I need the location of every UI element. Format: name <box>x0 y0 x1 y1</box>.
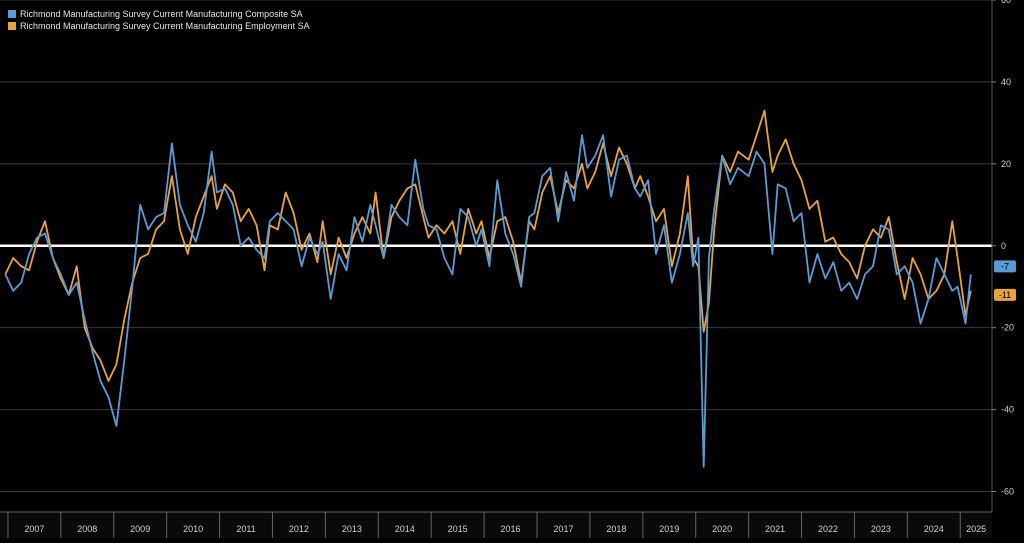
legend: Richmond Manufacturing Survey Current Ma… <box>8 8 310 32</box>
y-tick-label--20: -20 <box>1001 323 1014 333</box>
x-tick-label-2019: 2019 <box>659 524 679 534</box>
last-value-badge-employment <box>994 288 1016 301</box>
y-tick-label-40: 40 <box>1001 77 1011 87</box>
legend-swatch-composite <box>8 10 16 18</box>
x-tick-label-2020: 2020 <box>712 524 732 534</box>
x-tick-label-2023: 2023 <box>871 524 891 534</box>
y-tick-label-60: 60 <box>1001 0 1011 5</box>
x-tick-label-2022: 2022 <box>818 524 838 534</box>
x-tick-label-2010: 2010 <box>183 524 203 534</box>
x-tick-label-2017: 2017 <box>553 524 573 534</box>
legend-entry-composite: Richmond Manufacturing Survey Current Ma… <box>8 8 310 20</box>
legend-label-employment: Richmond Manufacturing Survey Current Ma… <box>20 21 310 31</box>
x-tick-label-2012: 2012 <box>289 524 309 534</box>
legend-label-composite: Richmond Manufacturing Survey Current Ma… <box>20 9 303 19</box>
series-line-composite <box>4 134 972 468</box>
series-line-employment <box>4 109 972 382</box>
x-tick-label-2008: 2008 <box>77 524 97 534</box>
x-tick-label-2024: 2024 <box>924 524 944 534</box>
x-tick-label-2021: 2021 <box>765 524 785 534</box>
x-tick-label-2015: 2015 <box>448 524 468 534</box>
grid-layer <box>0 0 992 493</box>
x-tick-label-2009: 2009 <box>130 524 150 534</box>
y-tick-label-20: 20 <box>1001 159 1011 169</box>
x-tick-label-2011: 2011 <box>236 524 255 534</box>
legend-swatch-employment <box>8 22 16 30</box>
series-layer <box>4 109 972 468</box>
x-tick-label-2014: 2014 <box>395 524 415 534</box>
x-axis-band: 2007 2008 2009 2010 2011 2012 2013 2014 2015 2016… <box>0 511 992 538</box>
y-tick-label--60: -60 <box>1001 487 1014 497</box>
y-axis: 60 40 20 0 -20 -40 -60 <box>991 0 1014 512</box>
last-value-label-employment: -11 <box>999 290 1011 300</box>
y-tick-label-0: 0 <box>1001 241 1006 251</box>
last-value-badges: -7 -11 <box>994 260 1016 301</box>
x-tick-label-2016: 2016 <box>501 524 521 534</box>
x-tick-label-2025: 2025 <box>966 524 986 534</box>
last-value-label-composite: -7 <box>1001 261 1009 271</box>
x-tick-label-2013: 2013 <box>342 524 362 534</box>
y-tick-label--40: -40 <box>1001 405 1014 415</box>
x-axis-band-bg <box>0 512 992 538</box>
legend-entry-employment: Richmond Manufacturing Survey Current Ma… <box>8 20 310 32</box>
x-tick-label-2018: 2018 <box>606 524 626 534</box>
x-tick-label-2007: 2007 <box>24 524 44 534</box>
last-value-badge-composite <box>994 260 1016 273</box>
